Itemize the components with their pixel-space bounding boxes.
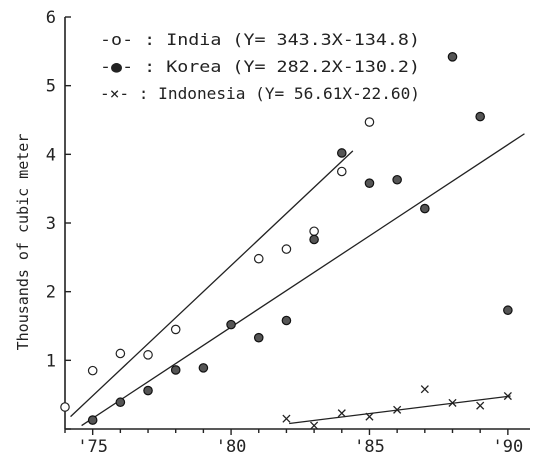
indonesia-point [338, 410, 345, 417]
x-tick-label: '90 [492, 437, 523, 457]
korea-point [310, 235, 318, 243]
indonesia-point [421, 386, 428, 393]
india-fit-line [71, 151, 353, 417]
korea-point [255, 333, 263, 341]
indonesia-point [311, 422, 318, 429]
india-point [116, 349, 124, 357]
x-tick-label: '75 [77, 437, 108, 457]
india-point [255, 255, 263, 263]
data-points [61, 53, 512, 430]
indonesia-point [477, 402, 484, 409]
korea-point [172, 366, 180, 374]
india-point [282, 245, 290, 253]
india-point [310, 227, 318, 235]
y-tick-label: 1 [46, 351, 56, 371]
india-point [61, 403, 69, 411]
korea-point [448, 53, 456, 61]
korea-fit-line [82, 134, 525, 426]
india-point [365, 118, 373, 126]
indonesia-point [283, 415, 290, 422]
legend: -o- : India (Y= 343.3X-134.8) -●- : Korea… [100, 30, 420, 103]
korea-point [476, 112, 484, 120]
y-tick-label: 5 [46, 77, 56, 97]
korea-point [282, 316, 290, 324]
korea-point [338, 149, 346, 157]
india-point [88, 366, 96, 374]
x-tick-label: '85 [354, 437, 385, 457]
india-point [144, 351, 152, 359]
y-tick-label: 2 [46, 283, 56, 303]
korea-point [504, 306, 512, 314]
legend-entry-indonesia: -×- : Indonesia (Y= 56.61X-22.60) [100, 84, 420, 103]
korea-point [393, 176, 401, 184]
korea-point [144, 386, 152, 394]
india-point [338, 167, 346, 175]
y-tick-label: 4 [46, 145, 56, 165]
korea-point [227, 320, 235, 328]
india-point [172, 325, 180, 333]
korea-point [199, 364, 207, 372]
fit-lines [71, 134, 525, 426]
korea-point [88, 416, 96, 424]
y-tick-label: 3 [46, 214, 56, 234]
korea-point [365, 179, 373, 187]
legend-entry-india: -o- : India (Y= 343.3X-134.8) [100, 30, 420, 49]
indonesia-fit-line [289, 396, 510, 423]
legend-entry-korea: -●- : Korea (Y= 282.2X-130.2) [100, 57, 420, 76]
korea-point [421, 204, 429, 212]
korea-point [116, 398, 124, 406]
y-axis-label: Thousands of cubic meter [14, 134, 32, 351]
y-tick-label: 6 [46, 8, 56, 28]
x-tick-label: '80 [216, 437, 247, 457]
